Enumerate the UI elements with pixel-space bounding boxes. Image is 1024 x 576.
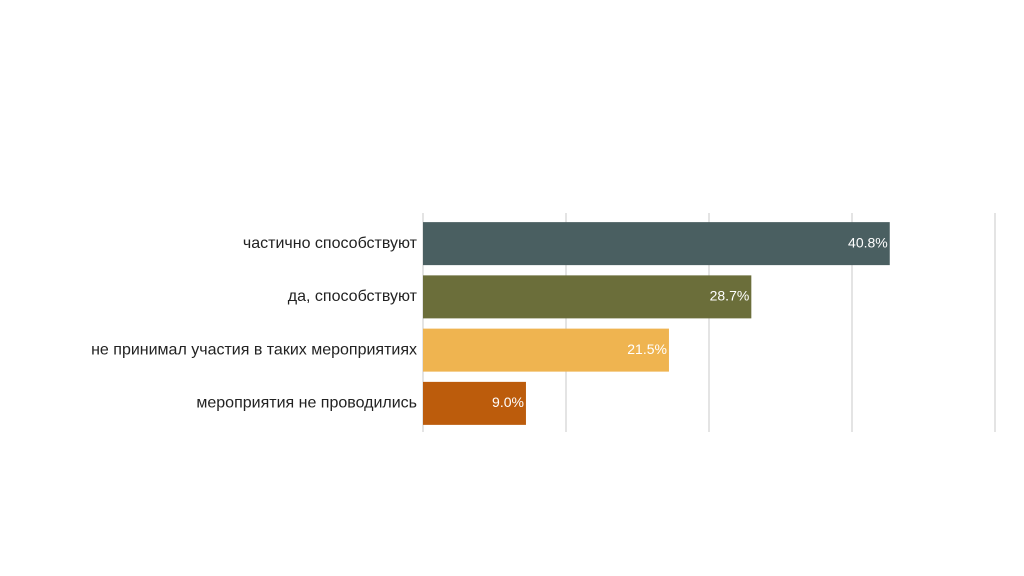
bar [423,328,669,372]
data-label: 9.0% [492,394,524,410]
data-label: 28.7% [710,288,750,304]
bar [423,222,890,266]
category-label: не принимал участия в таких мероприятиях [91,341,417,358]
category-label: мероприятия не проводились [196,395,417,412]
bar [423,381,526,425]
bar [423,275,752,319]
category-label: да, способствуют [288,288,418,305]
data-label: 21.5% [627,341,667,357]
category-label: частично способствуют [243,235,418,252]
data-label: 40.8% [848,234,888,250]
